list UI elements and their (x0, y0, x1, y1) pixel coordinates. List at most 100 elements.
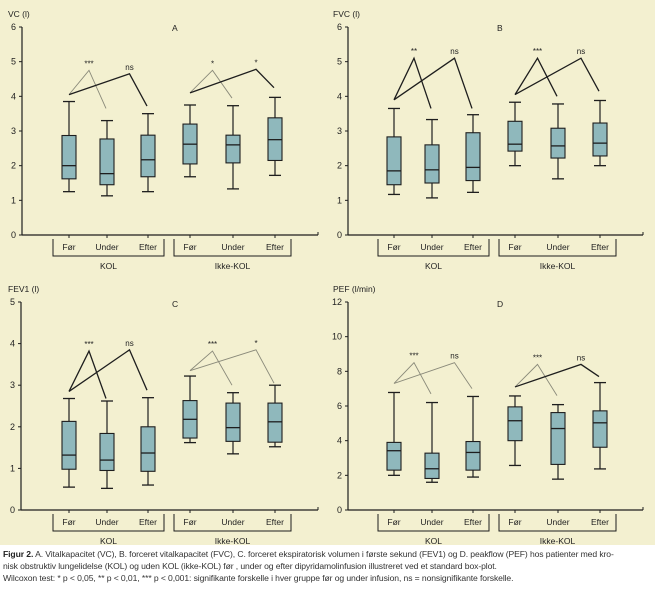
panel-letter: D (497, 299, 503, 309)
caption-line-1-text: A. Vitalkapacitet (VC), B. forceret vita… (33, 549, 614, 559)
box-kol-0 (386, 391, 402, 476)
iqr-box (550, 412, 566, 465)
significance-label: *** (409, 352, 418, 361)
significance-label: ns (577, 47, 585, 56)
significance-line (189, 68, 275, 94)
y-tick-label: 5 (11, 57, 16, 67)
group-label: Ikke-KOL (215, 261, 251, 271)
box-ikke-kol-5 (592, 99, 608, 167)
category-label: Under (95, 517, 118, 527)
box-kol-0 (386, 107, 402, 196)
caption-line-3: Wilcoxon test: * p < 0,05, ** p < 0,01, … (3, 573, 514, 584)
iqr-box (99, 138, 115, 186)
iqr-box (550, 127, 566, 159)
category-label: Før (183, 242, 196, 252)
y-tick-label: 6 (337, 401, 342, 411)
y-tick-label: 10 (332, 332, 342, 342)
y-tick-label: 4 (337, 91, 342, 101)
iqr-box (225, 402, 241, 442)
category-label: Under (95, 242, 118, 252)
iqr-box (592, 410, 608, 448)
y-tick-label: 3 (10, 380, 15, 390)
significance-label: * (254, 339, 257, 348)
panel-letter: C (172, 299, 178, 309)
box-ikke-kol-4 (550, 103, 566, 180)
category-label: Efter (464, 242, 482, 252)
significance-line (514, 363, 558, 396)
panel-letter: B (497, 23, 503, 33)
y-tick-label: 0 (337, 505, 342, 515)
y-tick-label: 2 (337, 470, 342, 480)
y-tick-label: 0 (337, 230, 342, 240)
category-label: Før (62, 517, 75, 527)
y-tick-label: 0 (10, 505, 15, 515)
significance-line (189, 349, 275, 384)
significance-label: ns (125, 339, 133, 348)
panel-d: PEF (l/min) D 0 2 4 6 8 10 12 *** ns *** ns KOL Før Und… (332, 284, 644, 546)
iqr-box (140, 426, 156, 472)
group-label: KOL (425, 536, 442, 545)
category-label: Før (508, 517, 521, 527)
significance-line (514, 363, 600, 388)
iqr-box (267, 402, 283, 443)
group-bracket (173, 239, 292, 257)
significance-line (393, 56, 432, 109)
box-kol-0 (61, 397, 77, 488)
box-ikke-kol-4 (225, 392, 241, 455)
iqr-box (507, 120, 523, 152)
category-label: Under (546, 242, 569, 252)
iqr-box (424, 452, 440, 480)
category-label: Efter (464, 517, 482, 527)
y-tick-label: 2 (11, 161, 16, 171)
y-tick-label: 1 (337, 195, 342, 205)
box-kol-0 (61, 100, 77, 193)
iqr-box (225, 134, 241, 164)
category-label: Før (387, 517, 400, 527)
category-label: Under (221, 517, 244, 527)
y-tick-label: 0 (11, 230, 16, 240)
significance-label: *** (208, 340, 217, 349)
category-label: Efter (139, 517, 157, 527)
group-bracket (377, 239, 490, 257)
box-kol-1 (424, 401, 440, 483)
group-bracket (52, 514, 165, 532)
y-tick-label: 6 (11, 22, 16, 32)
box-ikke-kol-4 (550, 403, 566, 480)
significance-line (514, 56, 558, 97)
category-label: Før (508, 242, 521, 252)
caption-line-1: Figur 2. A. Vitalkapacitet (VC), B. forc… (3, 548, 653, 560)
significance-line (68, 73, 148, 107)
y-tick-label: 4 (10, 339, 15, 349)
iqr-box (99, 432, 115, 472)
group-bracket (173, 514, 292, 532)
significance-line (189, 350, 233, 386)
y-axis-label: VC (l) (8, 9, 30, 19)
significance-line (393, 57, 473, 109)
box-ikke-kol-5 (592, 381, 608, 470)
y-tick-label: 5 (10, 297, 15, 307)
significance-label: *** (533, 353, 542, 362)
group-bracket (377, 514, 490, 532)
significance-label: ns (450, 47, 458, 56)
box-kol-1 (424, 118, 440, 199)
significance-line (393, 361, 432, 395)
group-label: KOL (100, 261, 117, 271)
caption-line-2: nisk obstruktiv lungelidelse (KOL) og ud… (3, 561, 497, 572)
significance-line (189, 69, 233, 99)
iqr-box (61, 420, 77, 470)
iqr-box (465, 132, 481, 182)
panel-b: FVC (l) B 0 1 2 3 4 5 6 ** ns *** ns KOL Før Under Efter… (333, 9, 644, 271)
box-ikke-kol-3 (182, 104, 198, 178)
group-bracket (52, 239, 165, 257)
category-label: Efter (591, 242, 609, 252)
significance-label: *** (84, 340, 93, 349)
significance-line (68, 69, 107, 109)
box-kol-2 (140, 397, 156, 486)
iqr-box (386, 136, 402, 186)
panel-a: VC (l) A 0 1 2 3 4 5 6 *** ns * * KOL Før Under Efter Ikk… (8, 9, 319, 271)
caption-lead: Figur 2. (3, 549, 34, 559)
significance-label: ns (450, 352, 458, 361)
category-label: Før (183, 517, 196, 527)
y-tick-label: 2 (337, 161, 342, 171)
figure-caption: Figur 2. A. Vitalkapacitet (VC), B. forc… (3, 548, 653, 585)
